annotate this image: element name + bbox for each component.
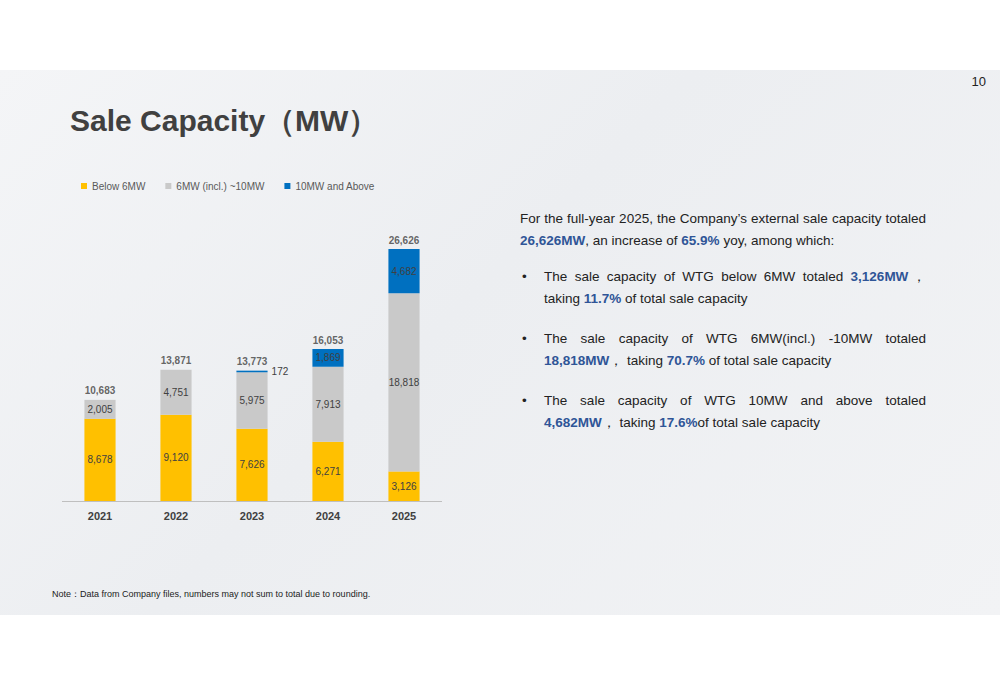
svg-text:10,683: 10,683 [85, 385, 116, 396]
svg-text:4,682: 4,682 [391, 266, 416, 277]
svg-text:9,120: 9,120 [163, 452, 188, 463]
svg-text:13,773: 13,773 [237, 356, 268, 367]
svg-text:2021: 2021 [88, 510, 112, 522]
svg-text:Below 6MW: Below 6MW [92, 181, 146, 192]
svg-text:2022: 2022 [164, 510, 188, 522]
svg-text:2,005: 2,005 [87, 404, 112, 415]
svg-text:18,818: 18,818 [389, 377, 420, 388]
svg-text:26,626: 26,626 [389, 235, 420, 246]
html-text:Sale Capacity（MW）: Sale Capacity（MW） [70, 104, 379, 137]
svg-text:10MW and Above: 10MW and Above [295, 181, 374, 192]
svg-text:4,751: 4,751 [163, 387, 188, 398]
svg-text:7,626: 7,626 [239, 459, 264, 470]
svg-text:2025: 2025 [392, 510, 416, 522]
svg-text:3,126: 3,126 [391, 481, 416, 492]
svg-text:8,678: 8,678 [87, 454, 112, 465]
html-text:18,818MW， taking 70.7% of tota: 18,818MW， taking 70.7% of total sale cap… [544, 353, 832, 368]
html-text:For the full-year 2025, the Co: For the full-year 2025, the Company’s ex… [520, 211, 926, 226]
svg-text:6MW (incl.) ~10MW: 6MW (incl.) ~10MW [176, 181, 265, 192]
svg-text:7,913: 7,913 [315, 399, 340, 410]
svg-text:2024: 2024 [316, 510, 341, 522]
svg-text:5,975: 5,975 [239, 395, 264, 406]
html-text:The sale capacity of WTG 10MW: The sale capacity of WTG 10MW and above … [544, 393, 926, 408]
svg-text:13,871: 13,871 [161, 355, 192, 366]
html-text:Note：Data from Company files,: Note：Data from Company files, numbers ma… [52, 589, 371, 599]
html-text:The sale capacity of WTG 6MW(i: The sale capacity of WTG 6MW(incl.) -10M… [544, 331, 926, 346]
html-text:4,682MW， taking 17.6% of total: 4,682MW， taking 17.6% of total sale capa… [544, 415, 820, 430]
svg-text:1,869: 1,869 [315, 352, 340, 363]
svg-text:6,271: 6,271 [315, 466, 340, 477]
html-text:The sale capacity of WTG below: The sale capacity of WTG below 6MW total… [544, 269, 926, 306]
svg-text:2023: 2023 [240, 510, 264, 522]
svg-text:16,053: 16,053 [313, 335, 344, 346]
html-text:10: 10 [971, 74, 986, 89]
html-text:26,626MW, an increase of 65.9%: 26,626MW, an increase of 65.9% yoy, amon… [520, 233, 835, 248]
svg-text:172: 172 [272, 366, 289, 377]
